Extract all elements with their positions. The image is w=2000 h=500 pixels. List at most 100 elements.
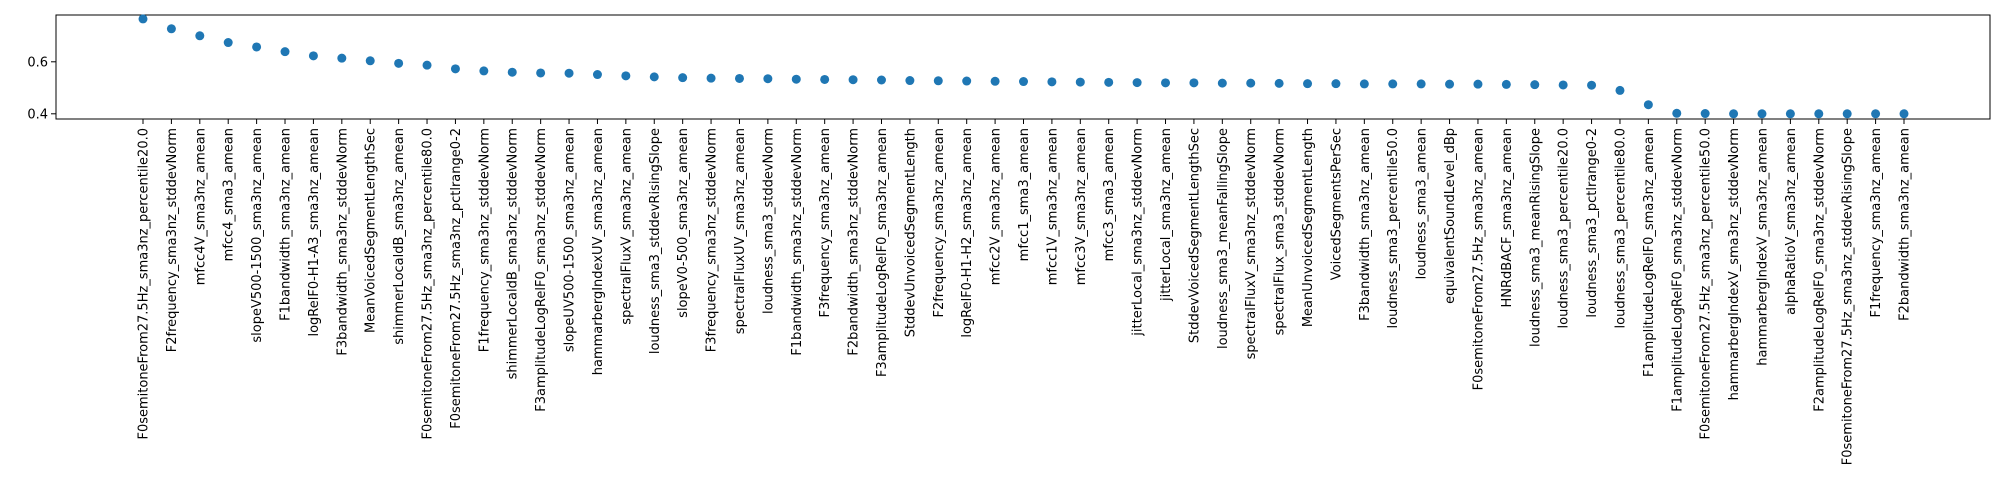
data-point: [1672, 108, 1682, 118]
x-tick-label: shimmerLocaldB_sma3nz_stddevNorm: [506, 128, 521, 379]
data-point: [1899, 109, 1909, 119]
data-points: [138, 14, 1909, 119]
x-tick-label: loudness_sma3_meanFallingSlope: [1216, 128, 1231, 349]
data-point: [422, 60, 432, 70]
data-point: [1530, 80, 1540, 90]
data-point: [1388, 79, 1398, 89]
plot-area: [56, 15, 1990, 119]
data-point: [1274, 78, 1284, 88]
data-point: [1842, 109, 1852, 119]
data-point: [507, 67, 517, 77]
x-tick-label: loudness_sma3_amean: [1415, 128, 1430, 279]
x-tick-label: loudness_sma3_percentile20.0: [1557, 128, 1572, 328]
x-tick-label: F1frequency_sma3nz_stddevNorm: [477, 128, 492, 352]
x-tick-label: StddevVoicedSegmentLengthSec: [1187, 128, 1202, 343]
x-tick-label: F3frequency_sma3nz_stddevNorm: [705, 128, 720, 352]
x-tick-label: hammarbergIndexV_sma3nz_amean: [1755, 128, 1770, 366]
data-point: [1047, 77, 1057, 87]
x-tick-label: F0semitoneFrom27.5Hz_sma3nz_percentile20…: [137, 128, 152, 440]
x-tick-label: mfcc4V_sma3nz_amean: [193, 128, 208, 285]
x-tick-label: slopeV500-1500_sma3nz_amean: [250, 128, 265, 343]
data-point: [1303, 79, 1313, 89]
data-point: [876, 75, 886, 85]
x-tick-label: loudness_sma3_percentile50.0: [1386, 128, 1401, 328]
x-tick-label: slopeV0-500_sma3nz_amean: [676, 128, 691, 318]
data-point: [1445, 79, 1455, 89]
data-point: [734, 73, 744, 83]
data-point: [649, 72, 659, 82]
data-point: [990, 76, 1000, 86]
data-point: [1246, 78, 1256, 88]
data-point: [1217, 78, 1227, 88]
data-point: [1104, 77, 1114, 87]
data-point: [394, 58, 404, 68]
x-tick-label: alphaRatioV_sma3nz_amean: [1784, 128, 1799, 315]
data-point: [706, 73, 716, 83]
x-tick-label: logRelF0-H1-A3_sma3nz_amean: [307, 128, 322, 337]
x-tick-label: F3amplitudeLogRelF0_sma3nz_amean: [875, 128, 890, 377]
data-point: [1615, 85, 1625, 95]
data-point: [536, 68, 546, 78]
x-tick-label: MeanUnvoicedSegmentLength: [1301, 128, 1316, 327]
x-tick-label: F3frequency_sma3nz_amean: [818, 128, 833, 318]
data-point: [450, 64, 460, 74]
data-point: [1161, 78, 1171, 88]
data-point: [1359, 79, 1369, 89]
data-point: [791, 74, 801, 84]
x-tick-label: hammarbergIndexUV_sma3nz_amean: [591, 128, 606, 375]
data-point: [337, 53, 347, 63]
data-point: [1331, 79, 1341, 89]
x-tick-label: MeanVoicedSegmentLengthSec: [364, 128, 379, 333]
x-tick-label: F0semitoneFrom27.5Hz_sma3nz_amean: [1471, 128, 1486, 390]
x-tick-label: spectralFlux_sma3_stddevNorm: [1273, 128, 1288, 335]
data-point: [1871, 109, 1881, 119]
data-point: [1700, 109, 1710, 119]
data-point: [678, 73, 688, 83]
x-tick-label: spectralFluxUV_sma3nz_amean: [733, 128, 748, 334]
data-point: [365, 56, 375, 66]
data-point: [905, 76, 915, 86]
x-tick-label: mfcc3_sma3_amean: [1102, 128, 1117, 261]
x-axis: F0semitoneFrom27.5Hz_sma3nz_percentile20…: [137, 119, 1913, 465]
x-tick-label: F1frequency_sma3nz_amean: [1869, 128, 1884, 318]
data-point: [1814, 109, 1824, 119]
x-tick-label: mfcc4_sma3_amean: [222, 128, 237, 261]
x-tick-label: F3bandwidth_sma3nz_amean: [1358, 128, 1373, 321]
x-tick-label: shimmerLocaldB_sma3nz_amean: [392, 128, 407, 345]
x-tick-label: loudness_sma3_percentile80.0: [1613, 128, 1628, 328]
data-point: [1587, 80, 1597, 90]
x-tick-label: jitterLocal_sma3nz_stddevNorm: [1131, 128, 1146, 337]
data-point: [1643, 100, 1653, 110]
x-tick-label: StddevUnvoicedSegmentLength: [903, 128, 918, 337]
data-point: [1019, 77, 1028, 87]
x-tick-label: logRelF0-H1-H2_sma3nz_amean: [960, 128, 975, 338]
y-tick-label: 0.6: [27, 55, 48, 70]
data-point: [1075, 77, 1085, 87]
data-point: [308, 51, 318, 61]
data-point: [138, 14, 148, 24]
x-tick-label: loudness_sma3_stddevNorm: [761, 128, 776, 314]
x-tick-label: spectralFluxV_sma3nz_stddevNorm: [1244, 128, 1259, 359]
x-tick-label: F1amplitudeLogRelF0_sma3nz_stddevNorm: [1670, 128, 1685, 412]
x-tick-label: F2amplitudeLogRelF0_sma3nz_stddevNorm: [1812, 128, 1827, 412]
data-point: [1189, 78, 1199, 88]
x-tick-label: loudness_sma3_meanRisingSlope: [1528, 128, 1543, 347]
data-point: [1558, 80, 1568, 90]
x-tick-label: F1amplitudeLogRelF0_sma3nz_amean: [1642, 128, 1657, 377]
data-point: [1416, 79, 1426, 89]
data-point: [1132, 78, 1142, 88]
x-tick-label: F2frequency_sma3nz_stddevNorm: [165, 128, 180, 352]
x-tick-label: mfcc3V_sma3nz_amean: [1074, 128, 1089, 285]
x-tick-label: F1bandwidth_sma3nz_amean: [279, 128, 294, 321]
data-point: [1501, 79, 1511, 89]
data-point: [962, 76, 972, 86]
x-tick-label: mfcc2V_sma3nz_amean: [989, 128, 1004, 285]
x-tick-label: loudness_sma3_pctlrange0-2: [1585, 128, 1600, 318]
data-point: [166, 24, 176, 34]
x-tick-label: F1bandwidth_sma3nz_stddevNorm: [790, 128, 805, 356]
data-point: [1785, 109, 1795, 119]
data-point: [195, 31, 205, 41]
y-axis: 0.4 0.6: [27, 55, 56, 122]
data-point: [848, 75, 858, 85]
